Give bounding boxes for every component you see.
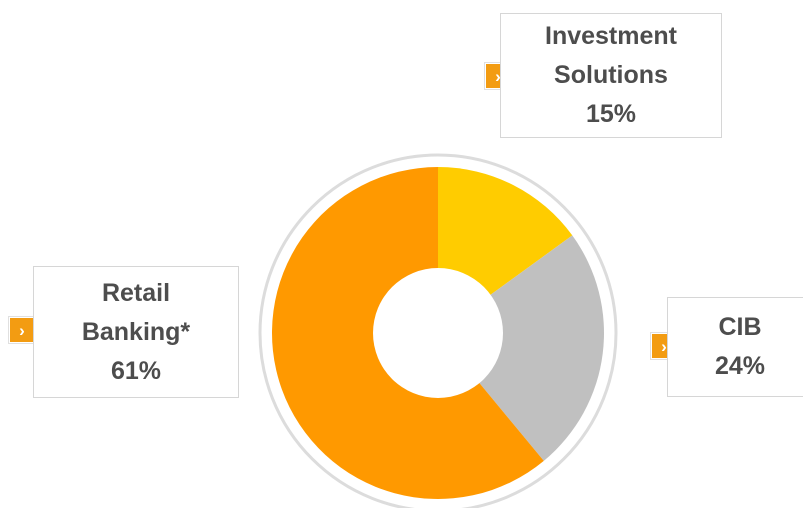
donut-hole [373,268,503,398]
donut-slice-cib [438,235,605,461]
label-percent: 15% [585,100,637,128]
label-line: Investment [545,22,677,50]
label-line: Solutions [554,61,668,89]
donut-outer-ring [258,153,618,508]
label-percent: 61% [110,356,162,385]
label-cib: CIB 24% [667,297,803,397]
label-percent: 24% [714,352,766,380]
label-line: CIB [718,313,762,341]
label-investment-solutions: Investment Solutions 15% [500,13,722,138]
label-line: Retail [101,278,171,307]
label-retail-banking: Retail Banking* 61% [33,266,239,398]
label-line: Banking* [81,317,191,346]
chevron-right-icon: › [9,317,35,343]
